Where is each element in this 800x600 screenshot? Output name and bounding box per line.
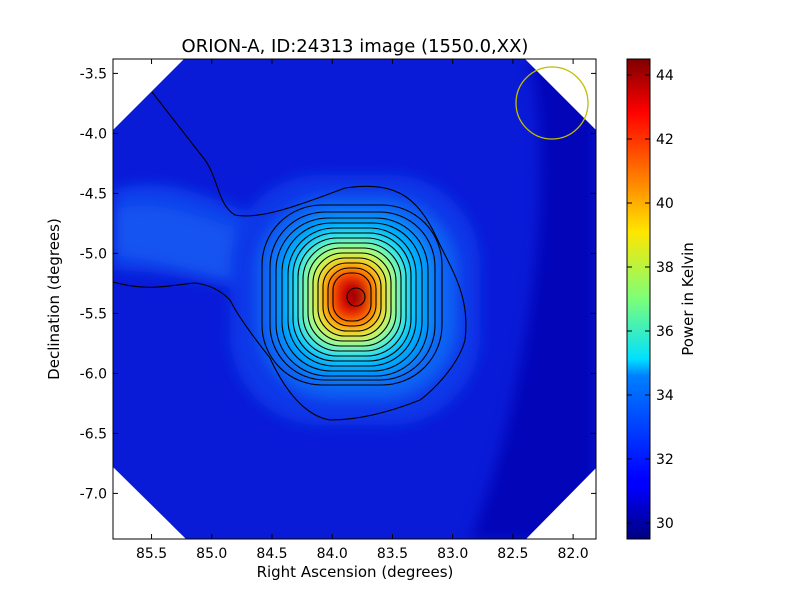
colorbar-tick-label: 36 <box>656 324 674 340</box>
x-tick-label: 85.5 <box>136 546 167 562</box>
contour-lines <box>113 91 467 421</box>
y-axis-label: Declination (degrees) <box>45 218 63 380</box>
outer-contour-upper <box>113 91 467 421</box>
contour <box>312 252 392 342</box>
colorbar-tick-label: 42 <box>656 132 674 148</box>
x-tick-label: 83.5 <box>377 546 408 562</box>
contour <box>275 217 429 377</box>
y-axis-ticks: -3.5 -4.0 -4.5 -5.0 -5.5 -6.0 -6.5 -7.0 <box>80 66 596 502</box>
contour <box>261 204 443 386</box>
colorbar-tick-label: 44 <box>656 68 674 84</box>
x-axis-label: Right Ascension (degrees) <box>257 563 454 581</box>
colorbar-tick-label: 32 <box>656 452 674 468</box>
y-tick-label: -5.0 <box>80 246 107 262</box>
colorbar-tick-label: 38 <box>656 260 674 276</box>
colorbar <box>626 58 651 540</box>
x-tick-label: 83.0 <box>437 546 468 562</box>
contour <box>287 227 417 367</box>
x-tick-label: 82.5 <box>497 546 528 562</box>
peak-contour <box>346 287 366 307</box>
x-tick-label: 85.0 <box>196 546 227 562</box>
y-tick-label: -4.0 <box>80 126 107 142</box>
y-tick-label: -6.5 <box>80 426 107 442</box>
colorbar-label: Power in Kelvin <box>679 242 697 356</box>
contour <box>327 267 377 327</box>
contour <box>297 237 407 357</box>
y-tick-label: -6.0 <box>80 366 107 382</box>
colorbar-tick-label: 34 <box>656 388 674 404</box>
plot-frame <box>112 58 597 540</box>
contour <box>322 262 382 332</box>
colorbar-ticks: 30 32 34 36 38 40 42 44 <box>627 68 674 532</box>
x-tick-label: 84.5 <box>256 546 287 562</box>
contour <box>302 242 402 352</box>
contour <box>292 232 412 362</box>
colorbar-tick-label: 30 <box>656 516 674 532</box>
y-tick-label: -4.5 <box>80 186 107 202</box>
contour <box>269 211 436 381</box>
contour <box>281 222 423 372</box>
heatmap-area <box>113 59 596 539</box>
blank-corners <box>113 59 596 539</box>
x-tick-label: 84.0 <box>317 546 348 562</box>
y-tick-label: -5.5 <box>80 306 107 322</box>
beam-marker <box>515 66 589 140</box>
y-tick-label: -3.5 <box>80 66 107 82</box>
x-axis-ticks: 85.5 85.0 84.5 84.0 83.5 83.0 82.5 82.0 <box>136 59 589 562</box>
colorbar-tick-label: 40 <box>656 196 674 212</box>
contour <box>307 247 397 347</box>
y-tick-label: -7.0 <box>80 486 107 502</box>
contour <box>317 257 387 337</box>
chart-title: ORION-A, ID:24313 image (1550.0,XX) <box>182 36 529 57</box>
x-tick-label: 82.0 <box>558 546 589 562</box>
contour <box>332 272 372 322</box>
